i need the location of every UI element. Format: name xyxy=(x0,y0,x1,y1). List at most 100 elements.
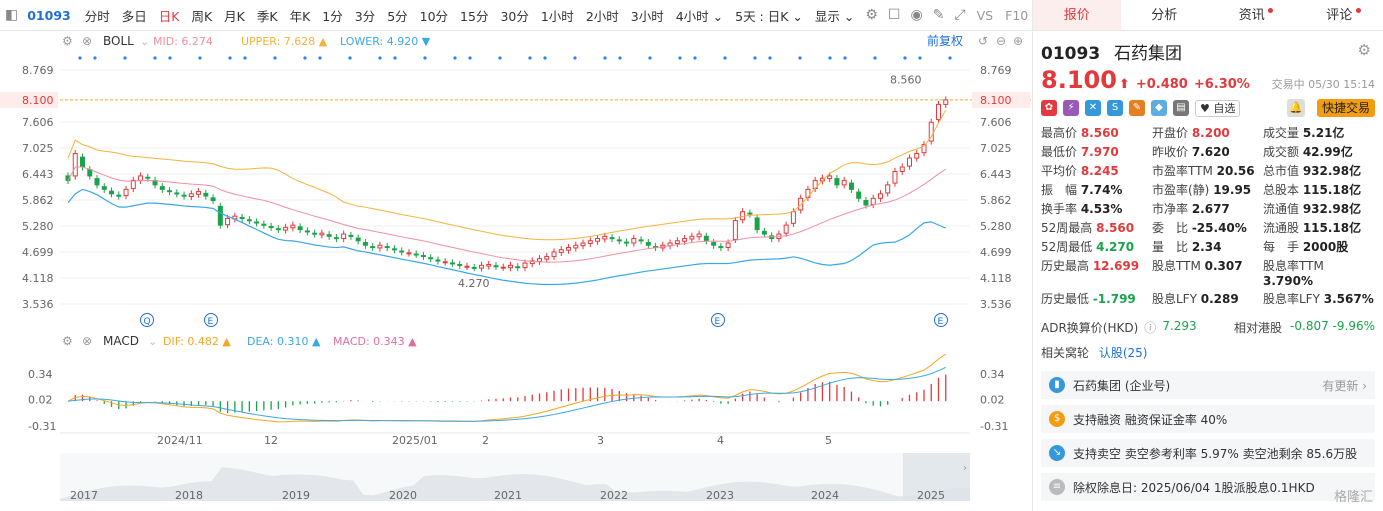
card-icon: ≡ xyxy=(1049,479,1065,495)
camera-icon[interactable]: ◉ xyxy=(910,7,923,23)
candle-body xyxy=(863,200,869,206)
stat-item: 开盘价 8.200 xyxy=(1152,124,1263,141)
related-label: 相关窝轮 xyxy=(1041,346,1090,360)
period-tab-14[interactable]: 2小时 xyxy=(585,8,619,24)
event-dot xyxy=(153,56,157,60)
period-tab-15[interactable]: 3小时 xyxy=(630,8,664,24)
period-tab-7[interactable]: 1分 xyxy=(322,8,343,24)
period-tab-2[interactable]: 日K xyxy=(158,8,180,24)
price-tick-left: 8.769 xyxy=(22,64,54,77)
tab-news[interactable]: 资讯 xyxy=(1208,0,1296,30)
candle-body xyxy=(856,191,862,199)
event-dot xyxy=(573,56,577,60)
period-tab-17[interactable]: 5天 : 日K ⌄ xyxy=(735,8,803,24)
candle-body xyxy=(362,242,368,246)
compare-icon[interactable]: ✕ xyxy=(1085,100,1101,116)
period-tabs: 分时 多日 日K 周K 月K 季K 年K 1分 3分 5分 10分 15分 30分 1小时 2小时 3小时 4小… xyxy=(79,6,809,25)
candle-body xyxy=(138,175,144,181)
kline-chart[interactable]: ⚙ ⊗ BOLL ⌄ MID: 6.274 UPPER: 7.628 ▲ LOWER: 4.… xyxy=(0,31,1031,511)
candle-body xyxy=(145,176,151,179)
watchlist-button[interactable]: ♥ 自选 xyxy=(1195,99,1241,117)
price-tick-left: 5.862 xyxy=(22,194,54,207)
candle-body xyxy=(109,190,115,195)
gear-icon[interactable]: ⚙ xyxy=(1357,41,1371,59)
event-marker-icon xyxy=(711,313,725,327)
rel-value: -0.807 -9.96% xyxy=(1290,319,1375,333)
stat-label: 振 幅 xyxy=(1041,183,1081,197)
period-tab-10[interactable]: 10分 xyxy=(419,8,449,24)
period-tab-12[interactable]: 30分 xyxy=(500,8,529,24)
period-tab-5[interactable]: 季K xyxy=(256,8,278,24)
period-tab-1[interactable]: 多日 xyxy=(121,8,147,24)
event-dot xyxy=(93,56,97,60)
period-tab-6[interactable]: 年K xyxy=(289,8,311,24)
doc-icon[interactable]: ▤ xyxy=(1173,100,1189,116)
candle-body xyxy=(848,182,854,190)
candle-body xyxy=(943,99,949,105)
period-tab-13[interactable]: 1小时 xyxy=(540,8,574,24)
tab-analysis-label: 分析 xyxy=(1151,8,1178,23)
year-tick: 2021 xyxy=(494,489,522,502)
stat-value: 8.560 xyxy=(1080,126,1119,140)
f10-button[interactable]: F10 xyxy=(1005,7,1029,23)
info-card[interactable]: ↘ 支持卖空 卖空参考利率 5.97% 卖空池剩余 85.6万股 xyxy=(1041,439,1375,467)
draw-icon[interactable]: ✎ xyxy=(932,7,945,23)
candle-body xyxy=(442,261,448,264)
info-card[interactable]: ▮ 石药集团 (企业号) 有更新 › xyxy=(1041,371,1375,399)
period-tab-16[interactable]: 4小时 ⌄ xyxy=(675,8,724,24)
navigator-window xyxy=(903,453,970,501)
display-menu[interactable]: 显示 ⌄ xyxy=(814,8,855,24)
hk-connect-icon[interactable]: ✿ xyxy=(1041,100,1057,116)
alert-icon[interactable]: ✎ xyxy=(1129,100,1145,116)
vs-button[interactable]: VS xyxy=(976,7,994,23)
tag-icon[interactable]: ◆ xyxy=(1151,100,1167,116)
event-dot xyxy=(873,56,877,60)
stat-item: 成交额 42.99亿 xyxy=(1263,143,1374,160)
candle-body xyxy=(290,224,296,229)
navigator-area xyxy=(60,467,970,501)
tab-comments[interactable]: 评论 xyxy=(1296,0,1383,30)
sidebar-toggle-icon[interactable]: ◧ xyxy=(5,7,19,23)
settings-icon[interactable]: ⚙ xyxy=(865,7,878,23)
period-tab-11[interactable]: 15分 xyxy=(460,8,489,24)
candle-body xyxy=(616,239,622,242)
box-icon[interactable]: ☐ xyxy=(887,7,901,23)
candle-body xyxy=(217,205,223,226)
stat-item: 最高价 8.560 xyxy=(1041,124,1152,141)
period-tab-8[interactable]: 3分 xyxy=(354,8,376,24)
fullscreen-icon[interactable]: ⤢ xyxy=(954,7,966,23)
stat-item: 振 幅 7.74% xyxy=(1041,181,1152,198)
related-warrants: 相关窝轮 认股(25) xyxy=(1033,340,1383,365)
macd-name: MACD xyxy=(103,334,139,348)
candle-body xyxy=(500,266,506,269)
info-card[interactable]: $ 支持融资 融资保证金率 40% xyxy=(1041,405,1375,433)
event-marker-label: E xyxy=(208,317,214,327)
bell-icon[interactable]: 🔔 xyxy=(1286,99,1305,117)
warrants-link[interactable]: 认股(25) xyxy=(1098,346,1148,360)
help-icon[interactable]: ⓘ xyxy=(1144,321,1157,335)
tab-quote[interactable]: 报价 xyxy=(1033,0,1121,30)
period-tab-9[interactable]: 5分 xyxy=(387,8,408,24)
tab-analysis[interactable]: 分析 xyxy=(1121,0,1209,30)
ticker-code[interactable]: 01093 xyxy=(27,7,71,23)
candle-body xyxy=(522,262,528,269)
quick-trade-button[interactable]: 快捷交易 xyxy=(1316,99,1375,117)
candle-body xyxy=(928,121,934,142)
candle-body xyxy=(682,238,688,242)
event-dot xyxy=(603,56,607,60)
adr-row: ADR换算价(HKD) ⓘ 7.293 相对港股 -0.807 -9.96% xyxy=(1033,311,1383,340)
period-tab-4[interactable]: 月K xyxy=(224,8,245,24)
stock-name: 石药集团 xyxy=(1113,44,1182,64)
event-dot xyxy=(348,56,352,60)
candle-body xyxy=(761,230,767,235)
info-card[interactable]: ≡ 除权除息日: 2025/06/04 1股派股息0.1HKD xyxy=(1041,473,1375,501)
period-tab-0[interactable]: 分时 xyxy=(84,8,110,24)
candle-body xyxy=(348,234,354,237)
dollar-icon[interactable]: S xyxy=(1107,100,1123,116)
flash-icon[interactable]: ⚡ xyxy=(1063,100,1079,116)
stat-label: 总市值 xyxy=(1263,164,1303,178)
card-more[interactable]: 有更新 › xyxy=(1322,378,1367,393)
candle-body xyxy=(798,197,804,211)
period-tab-3[interactable]: 周K xyxy=(191,8,213,24)
event-marker-label: E xyxy=(938,317,944,327)
